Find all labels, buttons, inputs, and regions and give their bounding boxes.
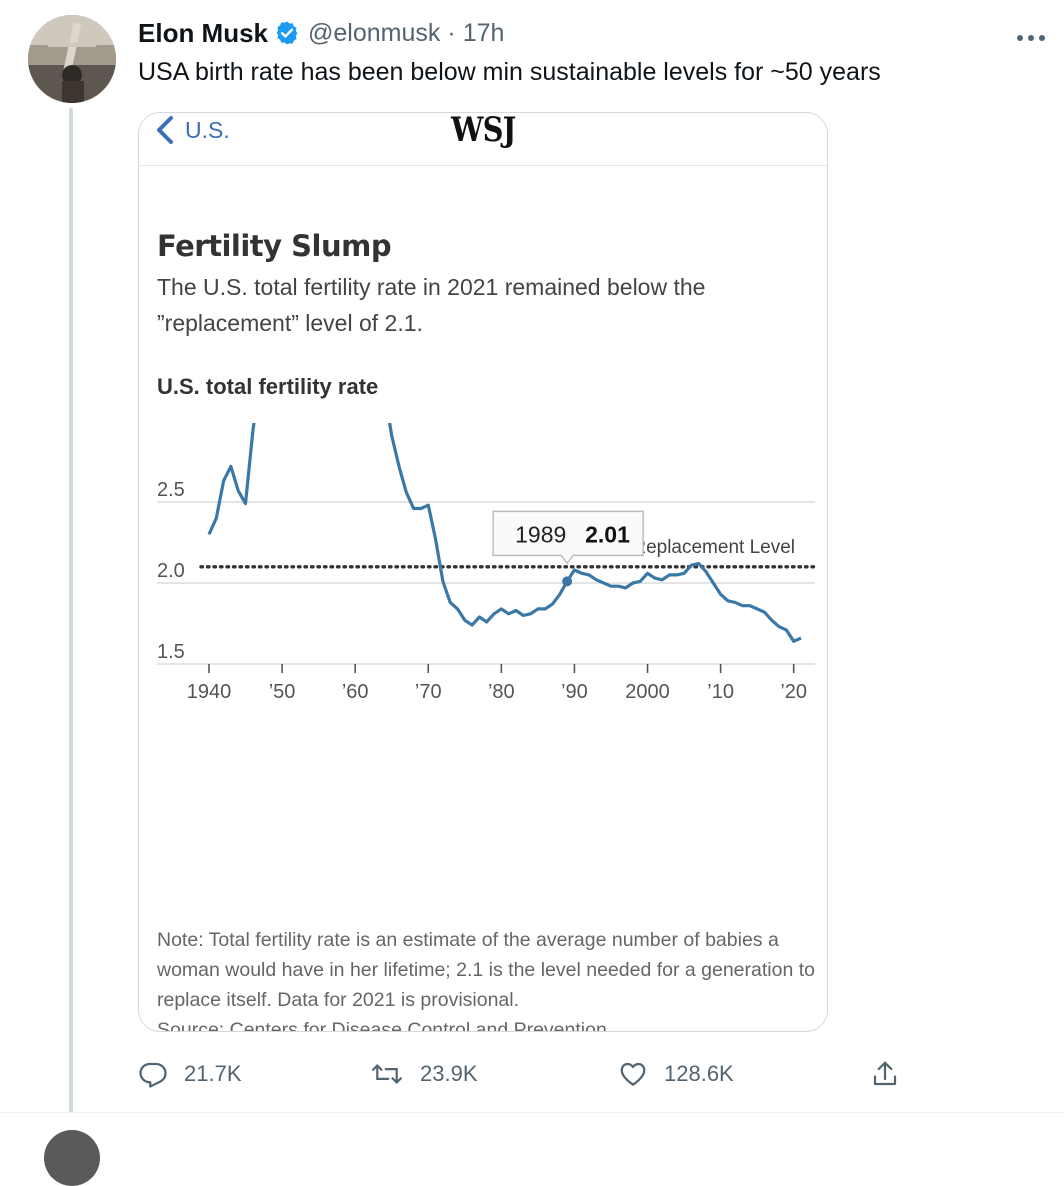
chart-ylabel: U.S. total fertility rate	[157, 374, 379, 399]
y-tick-label: 2.0	[157, 560, 185, 582]
author-name[interactable]: Elon Musk	[138, 17, 269, 48]
tweet-time[interactable]: 17h	[462, 18, 505, 47]
action-bar: 21.7K 23.9K 128.6K	[138, 1056, 918, 1092]
reply-button[interactable]: 21.7K	[138, 1056, 242, 1092]
avatar[interactable]	[28, 15, 116, 103]
x-tick-label: ’70	[415, 681, 442, 703]
reply-icon	[139, 1062, 167, 1088]
author-row: Elon Musk @elonmusk · 17h	[138, 16, 504, 50]
x-tick-label: 2000	[625, 681, 670, 703]
author-handle[interactable]: @elonmusk	[308, 18, 441, 47]
x-tick-label: ’90	[561, 681, 588, 703]
x-tick-label: ’10	[707, 681, 734, 703]
tooltip-point	[562, 576, 573, 587]
back-link-label: U.S.	[185, 116, 230, 143]
x-tick-label: ’20	[780, 681, 807, 703]
y-tick-label: 1.5	[157, 641, 185, 663]
share-button[interactable]	[870, 1056, 916, 1092]
retweet-button[interactable]: 23.9K	[370, 1056, 478, 1092]
chart-subtitle: The U.S. total fertility rate in 2021 re…	[157, 274, 706, 336]
verified-badge-icon	[274, 20, 300, 46]
reply-count: 21.7K	[184, 1061, 242, 1086]
x-tick-label: 1940	[187, 681, 232, 703]
separator-dot: ·	[447, 18, 456, 47]
retweet-count: 23.9K	[420, 1061, 478, 1086]
tooltip-value: 2.01	[585, 521, 630, 547]
like-count: 128.6K	[664, 1061, 734, 1086]
next-tweet-avatar[interactable]	[44, 1130, 100, 1186]
tweet-media-image[interactable]: U.S. WSJ Fertility Slump The U.S. total …	[138, 112, 828, 1032]
x-tick-label: ’50	[269, 681, 296, 703]
fertility-chart: 4.03.53.02.52.01.51940’50’60’70’80’90200…	[157, 423, 817, 703]
tooltip-box	[492, 510, 644, 565]
x-tick-label: ’60	[342, 681, 369, 703]
tooltip-year: 1989	[515, 521, 566, 547]
wsj-logo: WSJ	[451, 112, 516, 150]
back-link[interactable]: U.S.	[155, 113, 230, 147]
heart-icon	[620, 1062, 646, 1086]
thread-line	[69, 108, 73, 1126]
retweet-icon	[371, 1064, 403, 1084]
chevron-left-icon	[157, 116, 173, 144]
avatar-image	[28, 15, 116, 103]
wsj-header-bar: U.S. WSJ	[139, 112, 827, 166]
tweet-text: USA birth rate has been below min sustai…	[138, 58, 881, 86]
share-icon	[873, 1061, 897, 1086]
chart-source-text: Source: Centers for Disease Control and …	[157, 1019, 607, 1032]
chart-title: Fertility Slump	[157, 229, 392, 263]
like-button[interactable]: 128.6K	[618, 1056, 734, 1092]
y-tick-label: 2.5	[157, 479, 185, 501]
x-tick-label: ’80	[488, 681, 515, 703]
fertility-series-line	[207, 423, 802, 643]
chart-note: Note: Total fertility rate is an estimat…	[157, 925, 817, 1032]
next-tweet-edge	[0, 1112, 1064, 1136]
chart-note-text: Note: Total fertility rate is an estimat…	[157, 929, 815, 1011]
tweet[interactable]: Elon Musk @elonmusk · 17h USA birth rate…	[0, 0, 1064, 1126]
more-dots-icon[interactable]	[1015, 30, 1047, 41]
